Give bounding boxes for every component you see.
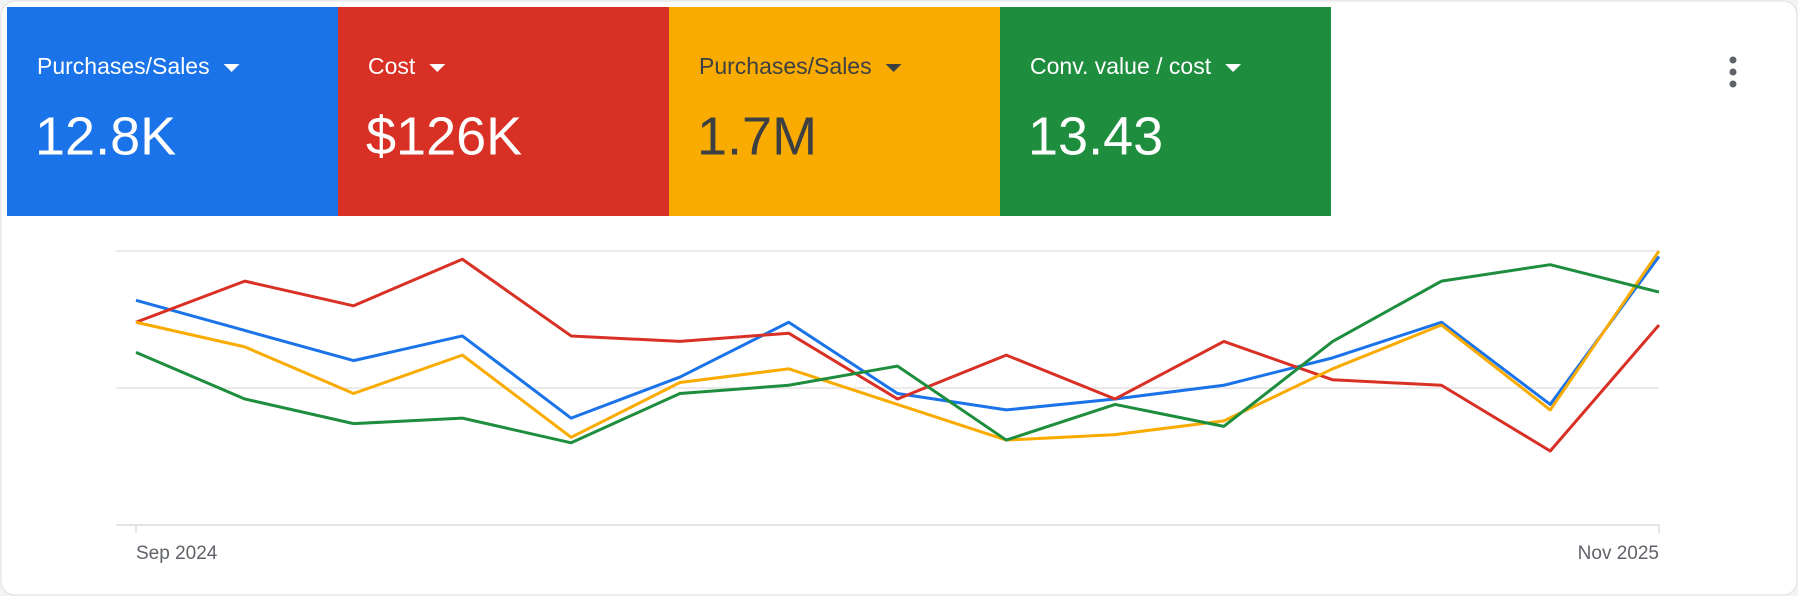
tile-label: Purchases/Sales xyxy=(699,53,872,79)
x-tick-label: Sep 2024 xyxy=(136,543,218,564)
tile-value: 13.43 xyxy=(1028,106,1163,166)
metric-tile[interactable]: Purchases/Sales 1.7M xyxy=(669,7,1000,216)
tile-value: 1.7M xyxy=(697,106,817,166)
tile-label: Cost xyxy=(368,53,416,79)
metric-tile[interactable]: Cost $126K xyxy=(338,7,669,216)
series-line xyxy=(135,250,1661,442)
tile-background xyxy=(7,7,338,216)
metric-tile[interactable]: Purchases/Sales 12.8K xyxy=(7,7,338,216)
dropdown-arrow xyxy=(1225,64,1242,72)
menu-dot xyxy=(1729,56,1737,64)
dropdown-arrow xyxy=(885,64,902,72)
dropdown-arrow xyxy=(223,64,240,72)
metric-tile[interactable]: Conv. value / cost 13.43 xyxy=(1000,7,1331,216)
tile-background xyxy=(338,7,669,216)
tile-label: Purchases/Sales xyxy=(37,53,210,79)
menu-dot xyxy=(1729,80,1737,88)
dropdown-arrow xyxy=(429,64,446,72)
series-line xyxy=(135,263,1660,445)
series-line xyxy=(135,255,1661,420)
x-tick-label: Nov 2025 xyxy=(1578,543,1659,564)
menu-dot xyxy=(1729,68,1737,76)
more-menu[interactable] xyxy=(1729,56,1737,88)
series-line xyxy=(135,257,1661,453)
tile-value: $126K xyxy=(366,106,522,166)
tile-value: 12.8K xyxy=(35,106,176,166)
tile-label: Conv. value / cost xyxy=(1030,53,1212,79)
tile-background xyxy=(669,7,1000,216)
tile-background xyxy=(1000,7,1331,216)
